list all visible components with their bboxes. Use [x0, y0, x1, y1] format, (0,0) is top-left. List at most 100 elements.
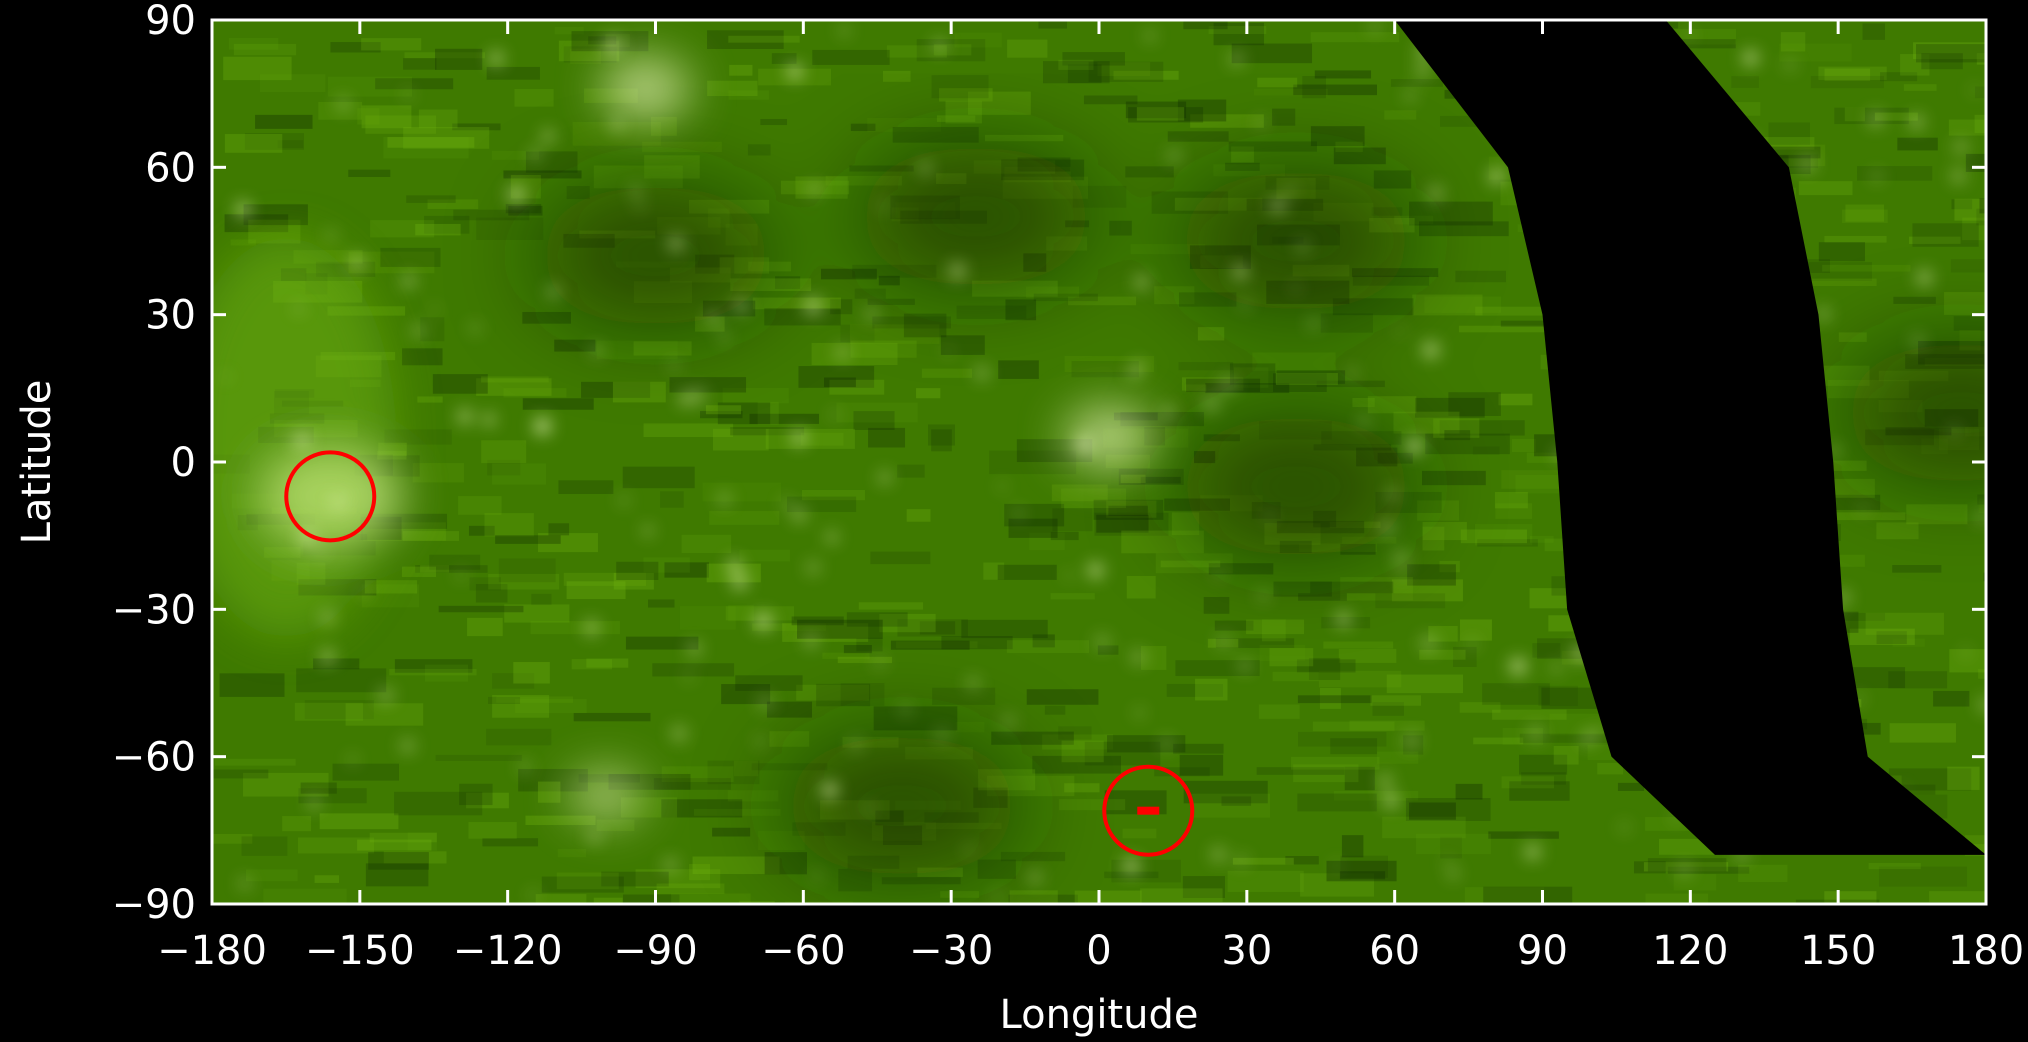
- texture-cell: [557, 848, 587, 858]
- texture-cell: [797, 619, 883, 639]
- annotation-layer: [284, 450, 1195, 857]
- texture-cell: [1333, 147, 1386, 165]
- x-tick-label: 120: [1652, 928, 1728, 974]
- texture-cell: [1042, 734, 1114, 750]
- texture-cell: [1808, 612, 1885, 621]
- bright-point: [874, 657, 885, 668]
- bright-point: [1910, 115, 1924, 129]
- texture-cell: [277, 140, 304, 149]
- bright-point: [1236, 855, 1248, 867]
- texture-cell: [1370, 695, 1422, 706]
- texture-cell: [1298, 593, 1347, 601]
- texture-cell: [616, 561, 659, 580]
- texture-cell: [613, 572, 654, 590]
- dark-region: [855, 146, 1096, 287]
- texture-cell: [1376, 751, 1419, 764]
- texture-cell: [728, 35, 800, 43]
- bright-point: [335, 96, 351, 112]
- y-tick-label: −90: [112, 882, 196, 928]
- texture-cell: [491, 150, 540, 160]
- texture-cell: [1312, 721, 1395, 732]
- texture-cell: [429, 554, 481, 570]
- texture-cell: [656, 883, 725, 894]
- bright-point: [483, 414, 495, 426]
- bright-point: [821, 782, 838, 799]
- texture-cell: [739, 900, 775, 904]
- bright-region: [600, 56, 691, 122]
- bright-point: [1911, 334, 1924, 348]
- texture-cell: [1061, 740, 1104, 763]
- texture-cell: [1175, 660, 1260, 677]
- bright-point: [1133, 362, 1144, 372]
- texture-cell: [643, 557, 690, 573]
- texture-cell: [424, 215, 470, 234]
- texture-cell: [1978, 669, 1986, 679]
- texture-cell: [492, 463, 547, 485]
- texture-cell: [1272, 108, 1296, 126]
- texture-cell: [1121, 530, 1204, 554]
- texture-cell: [872, 316, 951, 329]
- texture-cell: [531, 593, 552, 606]
- texture-cell: [1203, 596, 1230, 614]
- bright-point: [1416, 64, 1429, 78]
- texture-cell: [1880, 72, 1918, 82]
- texture-cell: [375, 78, 454, 90]
- texture-cell: [1862, 23, 1885, 40]
- bright-point: [866, 308, 877, 320]
- texture-cell: [941, 636, 1013, 650]
- texture-cell: [224, 134, 283, 153]
- texture-cell: [548, 523, 570, 536]
- texture-cell: [931, 75, 989, 99]
- bright-point: [813, 872, 821, 880]
- bright-point: [320, 649, 335, 664]
- texture-cell: [1227, 870, 1304, 892]
- texture-cell: [1460, 619, 1492, 641]
- texture-cell: [681, 534, 732, 554]
- texture-cell: [1118, 468, 1184, 485]
- texture-cell: [1125, 166, 1174, 178]
- texture-cell: [1849, 628, 1915, 646]
- texture-cell: [936, 115, 976, 122]
- bright-point: [1784, 59, 1795, 70]
- texture-cell: [702, 482, 782, 502]
- bright-point: [998, 482, 1006, 490]
- texture-cell: [769, 731, 810, 747]
- texture-cell: [1519, 733, 1609, 743]
- texture-cell: [1519, 754, 1568, 775]
- texture-cell: [1166, 683, 1224, 697]
- texture-cell: [296, 668, 387, 693]
- bright-point: [1286, 186, 1296, 196]
- texture-cell: [432, 374, 488, 394]
- texture-cell: [415, 223, 461, 236]
- texture-cell: [1106, 500, 1157, 518]
- x-tick-label: −90: [613, 928, 697, 974]
- texture-cell: [488, 573, 560, 590]
- texture-cell: [706, 563, 761, 583]
- texture-cell: [1509, 781, 1570, 801]
- texture-cell: [1975, 86, 1986, 99]
- texture-cell: [766, 701, 813, 718]
- texture-cell: [1842, 209, 1888, 223]
- bright-point: [804, 297, 822, 315]
- texture-cell: [1197, 327, 1225, 341]
- texture-cell: [538, 533, 598, 553]
- texture-cell: [1215, 638, 1295, 649]
- texture-cell: [838, 868, 873, 892]
- texture-cell: [412, 463, 464, 483]
- texture-cell: [1272, 671, 1319, 682]
- texture-cell: [466, 792, 509, 809]
- texture-cell: [967, 91, 1031, 115]
- bright-point: [1422, 341, 1440, 359]
- texture-cell: [822, 652, 870, 659]
- texture-cell: [1314, 70, 1372, 79]
- texture-cell: [503, 388, 567, 398]
- texture-cell: [1038, 20, 1068, 29]
- texture-cell: [991, 731, 1074, 745]
- texture-cell: [1948, 119, 1986, 136]
- texture-cell: [705, 405, 742, 415]
- texture-cell: [1673, 874, 1717, 891]
- texture-cell: [1826, 512, 1906, 521]
- texture-cell: [243, 204, 308, 226]
- texture-cell: [1128, 107, 1204, 123]
- bright-point: [583, 619, 600, 636]
